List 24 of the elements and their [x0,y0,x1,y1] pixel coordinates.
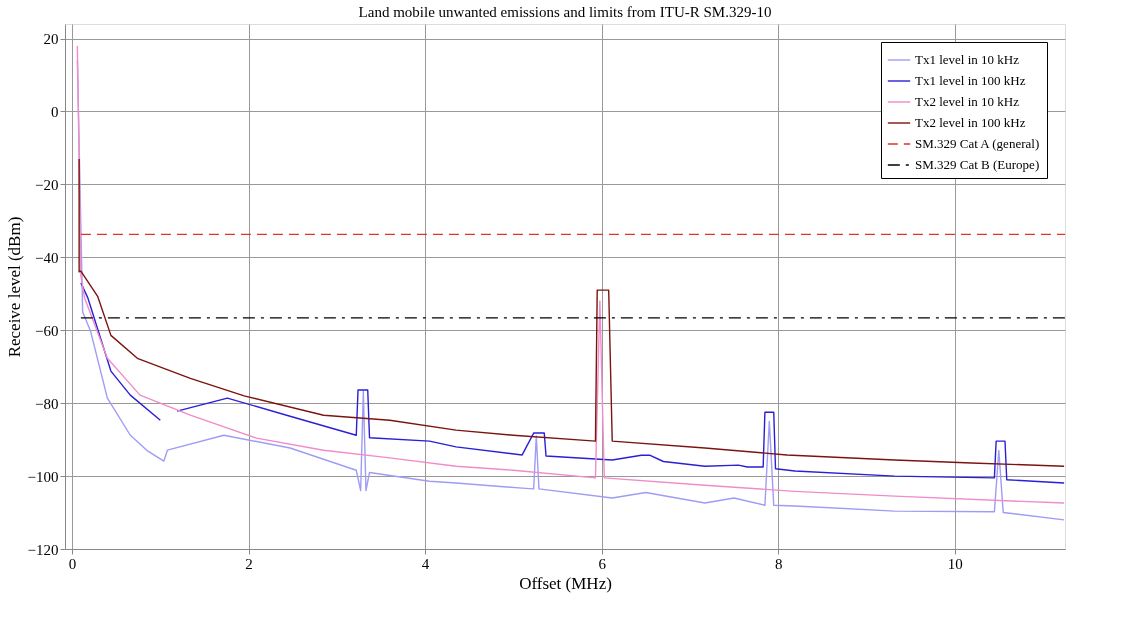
y-tick-label: −40 [35,249,59,266]
x-tick-label: 0 [68,555,77,572]
y-tick-label: −100 [27,468,59,485]
legend-label: SM.329 Cat A (general) [915,136,1040,151]
x-tick-label: 4 [421,555,430,572]
y-tick-label: −60 [35,322,59,339]
legend-label: SM.329 Cat B (Europe) [915,157,1040,172]
legend-label: Tx1 level in 100 kHz [915,73,1026,88]
line-series [78,158,1065,467]
x-axis-title: Offset (MHz) [519,573,612,593]
x-tick-label: 8 [774,555,783,572]
y-tick-label: 0 [51,104,59,120]
chart-title: Land mobile unwanted emissions and limits from ITU-R SM.329-10 [358,4,772,20]
y-tick-label: −20 [35,176,59,193]
x-tick-label: 6 [598,555,607,572]
legend-label: Tx1 level in 10 kHz [915,52,1020,67]
legend-label: Tx2 level in 100 kHz [915,115,1026,130]
x-tick-label: 10 [947,555,963,572]
y-axis-title: Receive level (dBm) [4,216,24,358]
y-tick-label: 20 [43,31,59,48]
y-tick-label: −120 [27,541,59,558]
x-tick-label: 2 [245,555,253,572]
legend-label: Tx2 level in 10 kHz [915,94,1020,109]
y-tick-label: −80 [35,395,59,412]
